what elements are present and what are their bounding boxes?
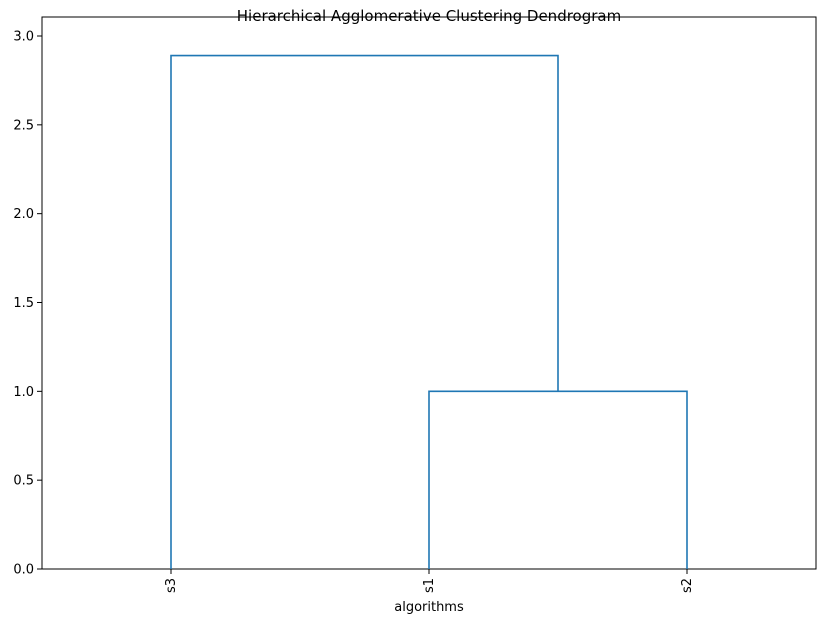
dendrogram-link-2 [170, 54, 559, 569]
x-axis-label: algorithms [394, 600, 464, 615]
dendrogram-link-1 [428, 390, 688, 569]
y-tick-label: 3.0 [13, 30, 34, 45]
y-tick-label: 0.5 [13, 474, 34, 489]
y-tick-label: 2.0 [13, 207, 34, 222]
dendrogram-links [170, 54, 688, 569]
y-tick-label: 1.0 [13, 385, 34, 400]
leaf-label-s2: s2 [680, 578, 695, 593]
y-tick-label: 1.5 [13, 296, 34, 311]
chart-title: Hierarchical Agglomerative Clustering De… [237, 7, 621, 25]
y-tick-label: 0.0 [13, 563, 34, 578]
y-axis: 0.0 0.5 1.0 1.5 2.0 2.5 3.0 [13, 30, 42, 578]
y-tick-label: 2.5 [13, 118, 34, 133]
leaf-label-s3: s3 [164, 578, 179, 593]
x-axis: s3 s1 s2 [164, 569, 695, 593]
leaf-label-s1: s1 [422, 578, 437, 593]
